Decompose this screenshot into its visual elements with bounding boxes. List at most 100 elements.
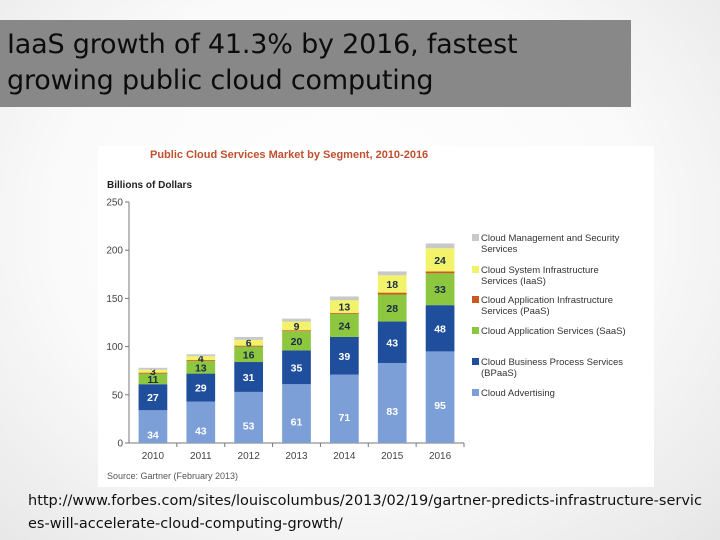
y-axis: 0 50 100 150 200 250 (106, 198, 130, 450)
y-tick-label: 250 (106, 198, 123, 209)
bar-segment-2012-5 (234, 336, 263, 340)
source-url[interactable]: http://www.forbes.com/sites/louiscolumbu… (28, 493, 702, 532)
data-label: 16 (243, 349, 255, 361)
stacked-bar-chart: Public Cloud Services Market by Segment,… (106, 149, 626, 481)
bar-segment-2016-2 (425, 273, 455, 306)
y-axis-title: Billions of Dollars (107, 180, 192, 191)
bar-segment-2012-3 (234, 345, 263, 347)
legend-swatch (472, 327, 479, 334)
bar-segment-2013-4 (282, 321, 311, 331)
bar-segment-2015-3 (377, 292, 407, 295)
data-label: 34 (147, 430, 159, 442)
legend-label: Cloud System Infrastructure Services (Iaa… (481, 265, 599, 287)
legend-label: Cloud Business Process Services (BPaaS) (481, 357, 623, 379)
bar-segment-2016-3 (425, 271, 455, 274)
legend: Cloud Management and Security Services Clo… (472, 233, 626, 399)
bar-segment-2012-4 (234, 339, 263, 346)
legend-swatch (472, 296, 479, 303)
bar-segment-2014-0 (330, 374, 359, 443)
bar-segment-2011-0 (186, 401, 216, 443)
bar-segment-2014-3 (330, 312, 359, 314)
legend-swatch (472, 389, 479, 396)
bar-segment-2015-5 (377, 271, 407, 276)
x-tick-label: 2011 (190, 451, 212, 462)
chart-source: Source: Gartner (February 2013) (107, 471, 238, 481)
x-tick-label: 2013 (285, 451, 308, 462)
bar-segment-2016-0 (425, 351, 455, 443)
bar-segment-2015-1 (377, 321, 407, 363)
data-label: 24 (339, 320, 351, 332)
slide-title: IaaS growth of 41.3% by 2016, fastest gr… (7, 29, 518, 96)
bar-segment-2011-5 (186, 354, 216, 357)
data-label: 61 (291, 417, 303, 429)
data-label: 20 (291, 336, 303, 348)
bar-segment-2015-4 (377, 275, 407, 293)
bar-segment-2011-3 (186, 360, 216, 362)
bar-segment-2013-2 (282, 331, 311, 351)
data-label: 48 (434, 323, 446, 335)
title-banner (0, 20, 631, 107)
y-tick-label: 50 (112, 390, 124, 401)
bar-segment-2010-5 (138, 367, 168, 370)
bar-segment-2015-0 (377, 362, 407, 443)
x-axis: 2010 2011 2012 2013 2014 2015 2016 (129, 442, 465, 462)
chart-image: Public Cloud Services Market by Segment,… (98, 146, 654, 487)
data-label: 53 (243, 420, 255, 432)
data-label: 28 (386, 303, 398, 315)
x-tick-label: 2014 (333, 451, 356, 462)
data-label: 31 (243, 372, 255, 384)
legend-label: Cloud Management and Security Services (481, 233, 620, 255)
bar-segment-2011-4 (186, 356, 216, 361)
bar-segment-2014-5 (330, 296, 359, 301)
chart-title: Public Cloud Services Market by Segment,… (150, 149, 428, 161)
legend-swatch (472, 266, 479, 273)
data-label: 39 (339, 351, 351, 363)
bar-segment-2012-1 (234, 362, 263, 392)
bar-segment-2010-1 (138, 384, 168, 411)
legend-label: Cloud Application Services (SaaS) (481, 326, 626, 337)
bar-segment-2011-2 (186, 361, 216, 374)
y-tick-label: 150 (106, 294, 123, 305)
bar-segment-2013-5 (282, 318, 311, 322)
bar-segment-2012-2 (234, 346, 263, 363)
data-label: 4 (198, 353, 204, 365)
data-label: 24 (434, 255, 446, 267)
x-tick-label: 2012 (238, 451, 261, 462)
data-label: 27 (147, 392, 159, 404)
data-label: 33 (434, 284, 446, 296)
bar-segment-2016-4 (425, 248, 455, 272)
legend-label: Cloud Application Infrastructure Services… (481, 295, 613, 317)
x-tick-label: 2016 (429, 451, 452, 462)
data-label: 3 (150, 366, 156, 378)
y-tick-label: 200 (106, 246, 123, 257)
y-tick-label: 100 (106, 342, 123, 353)
data-label: 83 (386, 406, 398, 418)
bar-segment-2010-3 (138, 372, 168, 374)
data-label: 13 (339, 302, 351, 314)
bar-segment-2012-0 (234, 391, 263, 443)
data-label: 35 (291, 362, 303, 374)
data-label: 6 (246, 338, 252, 350)
bar-segment-2014-2 (330, 313, 359, 337)
bar-segment-2013-1 (282, 350, 311, 385)
data-label: 43 (195, 425, 207, 437)
legend-label: Cloud Advertising (481, 388, 555, 399)
y-tick-label: 0 (117, 439, 123, 450)
bar-segment-2010-0 (138, 410, 168, 443)
x-tick-label: 2015 (381, 451, 404, 462)
legend-swatch (472, 234, 479, 241)
bar-segment-2016-1 (425, 305, 455, 352)
bar-segment-2013-0 (282, 384, 311, 443)
bar-segment-2010-2 (138, 373, 168, 385)
data-label: 95 (434, 400, 446, 412)
bar-segment-2014-1 (330, 336, 359, 375)
data-label: 71 (339, 412, 351, 424)
bar-stack-group: 3427113432913453311666135209713924138343… (138, 243, 455, 443)
bar-segment-2013-3 (282, 330, 311, 332)
data-label: 29 (195, 383, 207, 395)
data-label: 43 (386, 337, 398, 349)
data-label: 13 (195, 362, 207, 374)
data-label: 9 (294, 321, 300, 333)
bar-segment-2014-4 (330, 300, 359, 313)
data-label: 11 (147, 374, 158, 386)
